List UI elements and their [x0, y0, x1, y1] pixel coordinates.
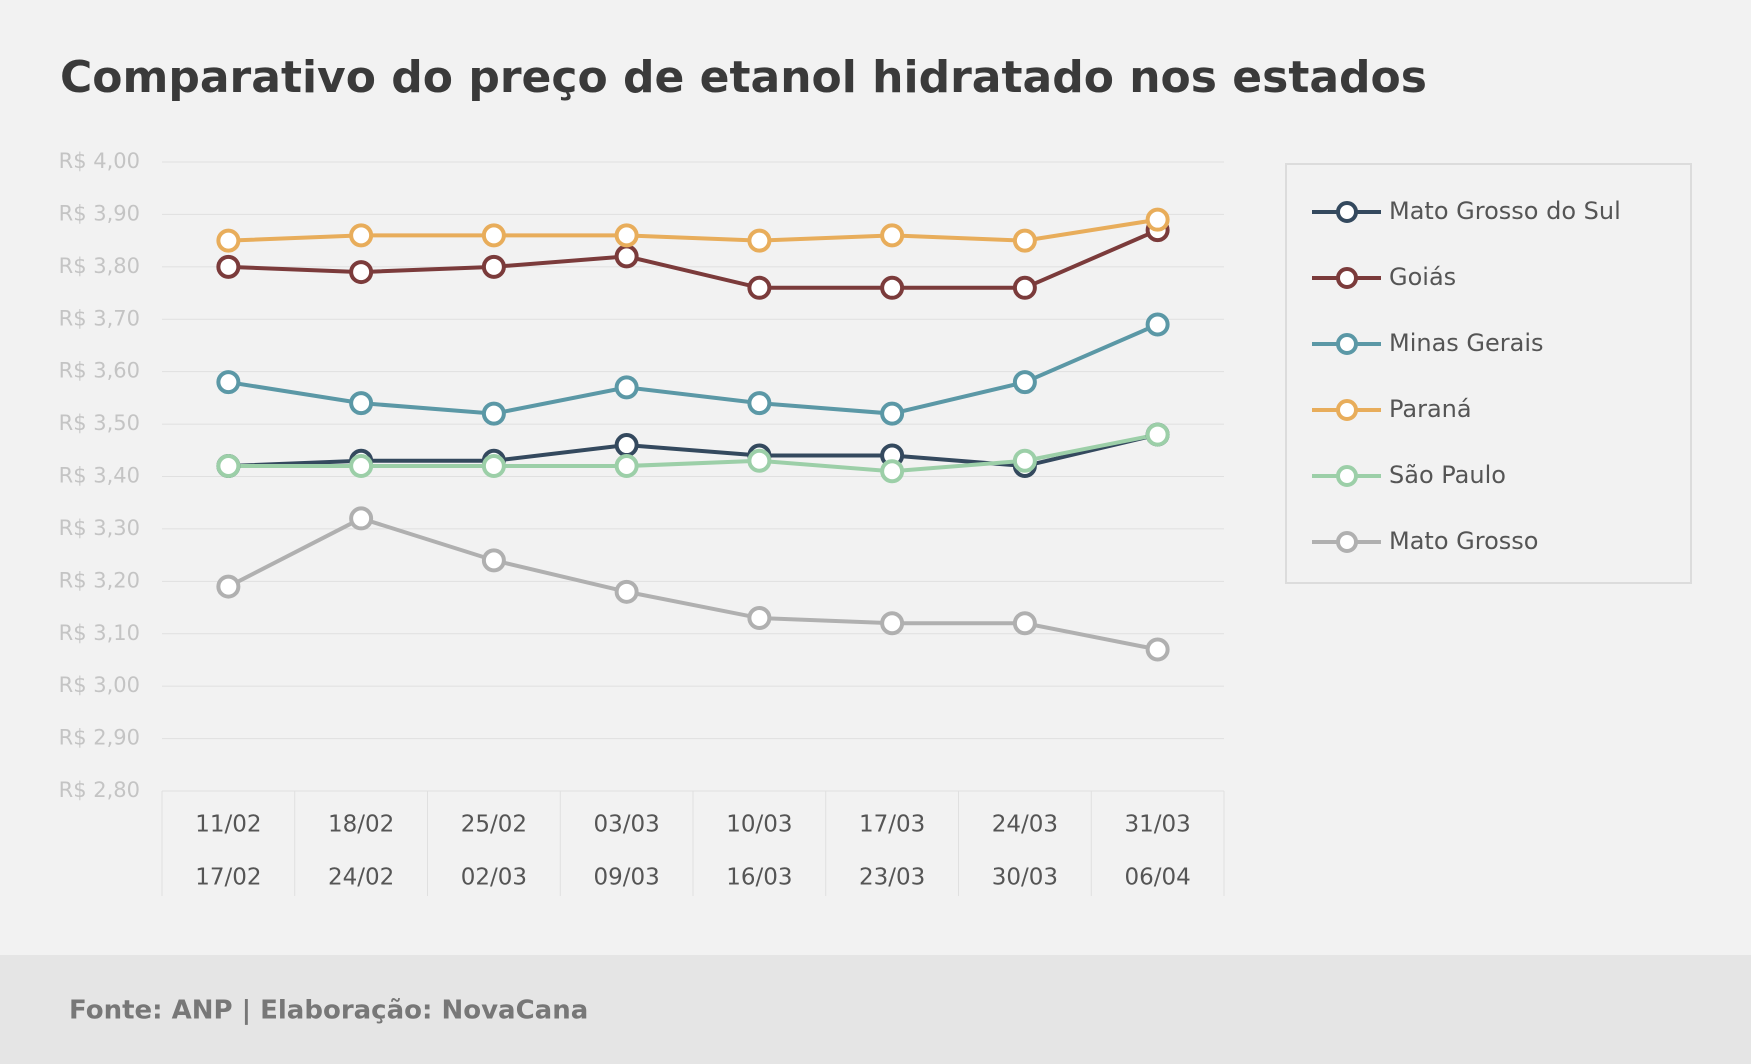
- point: [1012, 275, 1037, 300]
- point: [349, 260, 374, 285]
- legend-marker: [1336, 267, 1358, 289]
- y-tick-label: R$ 3,60: [59, 359, 140, 383]
- point: [880, 275, 905, 300]
- point: [1145, 422, 1170, 447]
- x-tick-label: 16/03: [726, 865, 792, 891]
- legend-box: [1285, 163, 1692, 584]
- point: [747, 391, 772, 416]
- y-tick-label: R$ 3,30: [59, 516, 140, 540]
- point: [216, 370, 241, 395]
- point: [614, 433, 639, 458]
- chart-title: Comparativo do preço de etanol hidratado…: [60, 52, 1427, 103]
- point: [1145, 312, 1170, 337]
- point: [614, 244, 639, 269]
- point: [880, 459, 905, 484]
- legend-label: Paraná: [1389, 395, 1472, 423]
- y-tick-label: R$ 3,90: [59, 201, 140, 225]
- point: [747, 228, 772, 253]
- point: [614, 579, 639, 604]
- point: [481, 254, 506, 279]
- y-tick-label: R$ 3,20: [59, 568, 140, 592]
- legend-marker: [1336, 399, 1358, 421]
- point: [880, 401, 905, 426]
- point: [481, 401, 506, 426]
- x-tick-label: 25/02: [461, 812, 527, 838]
- point: [481, 223, 506, 248]
- x-tick-label: 02/03: [461, 865, 527, 891]
- legend-label: Minas Gerais: [1389, 329, 1544, 357]
- x-tick-label: 06/04: [1124, 865, 1190, 891]
- legend-label: Mato Grosso: [1389, 527, 1538, 555]
- x-tick-label: 09/03: [593, 865, 659, 891]
- legend-marker: [1336, 333, 1358, 355]
- point: [1145, 637, 1170, 662]
- x-tick-label: 17/03: [859, 812, 925, 838]
- y-tick-label: R$ 2,90: [59, 726, 140, 750]
- series-line: [228, 228, 1159, 290]
- point: [880, 223, 905, 248]
- series-line: [228, 432, 1159, 474]
- point: [1012, 228, 1037, 253]
- series-line: [228, 322, 1159, 416]
- point: [614, 375, 639, 400]
- x-tick-label: 10/03: [726, 812, 792, 838]
- y-tick-label: R$ 3,10: [59, 621, 140, 645]
- series-line: [227, 516, 1159, 652]
- footer: [0, 955, 1751, 1064]
- source: Fonte: ANP | Elaboração: NovaCana: [69, 996, 588, 1026]
- y-tick-label: R$ 3,70: [59, 306, 140, 330]
- legend-marker: [1336, 531, 1358, 553]
- legend-marker: [1336, 201, 1358, 223]
- y-tick-label: R$ 3,40: [59, 464, 140, 488]
- y-tick-label: R$ 3,00: [59, 673, 140, 697]
- y-tick-label: R$ 2,80: [59, 778, 140, 802]
- legend-marker: [1336, 465, 1358, 487]
- point: [349, 454, 374, 479]
- x-tick-label: 23/03: [859, 865, 925, 891]
- point: [1012, 370, 1037, 395]
- x-tick-label: 03/03: [593, 812, 659, 838]
- x-tick-label: 11/02: [195, 812, 261, 838]
- point: [747, 275, 772, 300]
- point: [1012, 611, 1037, 636]
- point: [349, 391, 374, 416]
- x-tick-label: 17/02: [195, 865, 261, 891]
- point: [349, 223, 374, 248]
- point: [1145, 207, 1170, 232]
- y-tick-label: R$ 4,00: [59, 149, 140, 173]
- point: [216, 454, 241, 479]
- legend-label: Goiás: [1389, 263, 1456, 291]
- x-tick-label: 31/03: [1124, 812, 1190, 838]
- point: [747, 606, 772, 631]
- point: [349, 506, 374, 531]
- y-tick-label: R$ 3,50: [59, 411, 140, 435]
- x-tick-label: 24/02: [328, 865, 394, 891]
- series-line: [228, 217, 1158, 243]
- point: [614, 454, 639, 479]
- y-tick-label: R$ 3,80: [59, 254, 140, 278]
- point: [216, 228, 241, 253]
- point: [481, 548, 506, 573]
- x-tick-label: 24/03: [992, 812, 1058, 838]
- point: [747, 448, 772, 473]
- point: [216, 574, 241, 599]
- x-tick-label: 18/02: [328, 812, 394, 838]
- point: [880, 611, 905, 636]
- x-tick-label: 30/03: [992, 865, 1058, 891]
- legend-label: São Paulo: [1389, 461, 1506, 489]
- point: [1012, 448, 1037, 473]
- point: [216, 254, 241, 279]
- point: [614, 223, 639, 248]
- legend-label: Mato Grosso do Sul: [1389, 197, 1621, 225]
- point: [481, 454, 506, 479]
